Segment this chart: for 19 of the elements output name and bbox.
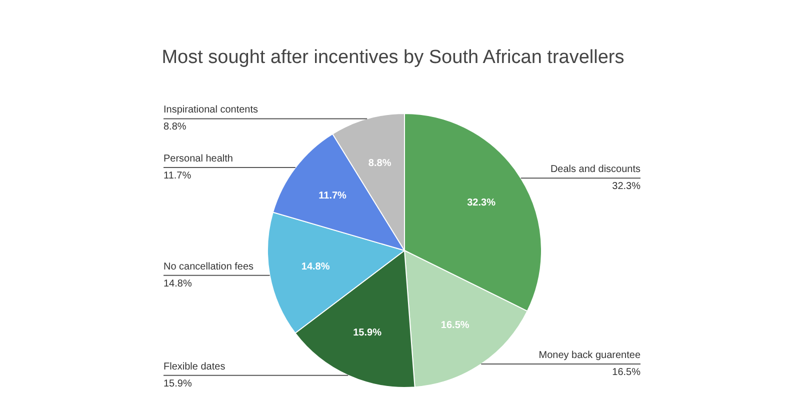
text: 8.8% — [164, 122, 186, 133]
text: 11.7% — [164, 170, 192, 182]
text: 32.3% — [612, 181, 641, 192]
slice-label: No cancellation fees — [164, 261, 254, 272]
text: 16.5% — [612, 367, 641, 378]
slice-label: Flexible dates — [164, 361, 226, 372]
data-label: 14.8% — [301, 261, 330, 272]
slice-label: Inspirational contents — [164, 104, 258, 116]
slice-label: Deals and discounts — [550, 164, 641, 176]
data-label: 16.5% — [440, 320, 470, 331]
slice-label: Personal health — [164, 154, 233, 165]
text: 15.9% — [164, 378, 192, 390]
text: 14.8% — [164, 278, 192, 290]
data-label: 8.8% — [368, 158, 392, 170]
data-label: 32.3% — [467, 197, 496, 208]
data-label: 11.7% — [318, 190, 347, 202]
chart-title: Most sought after incentives by South African travellers — [162, 47, 624, 68]
slice-label: Money back guarentee — [538, 350, 641, 362]
data-label: 15.9% — [353, 327, 382, 338]
